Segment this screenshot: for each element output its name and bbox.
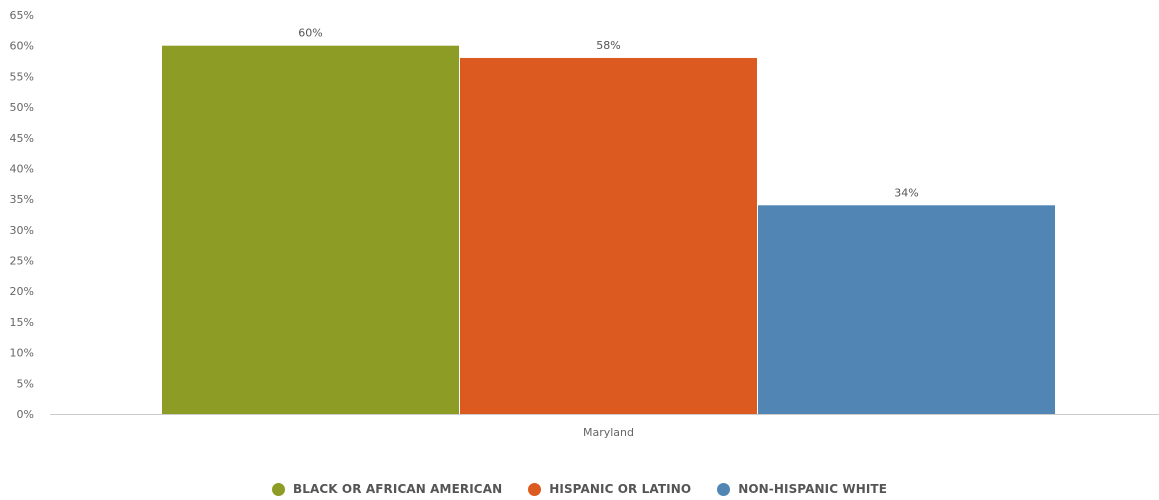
legend: BLACK OR AFRICAN AMERICAN HISPANIC OR LA… bbox=[0, 478, 1159, 500]
legend-marker-icon bbox=[271, 482, 285, 496]
legend-label: NON-HISPANIC WHITE bbox=[738, 482, 888, 496]
bar-value-label: 60% bbox=[298, 27, 322, 40]
y-tick-label: 15% bbox=[10, 316, 34, 329]
legend-item-hispanic-or-latino[interactable]: HISPANIC OR LATINO bbox=[528, 482, 691, 496]
bar-value-label: 34% bbox=[894, 186, 918, 199]
bar bbox=[460, 57, 757, 414]
y-tick-label: 0% bbox=[17, 408, 34, 421]
legend-item-black-or-african-american[interactable]: BLACK OR AFRICAN AMERICAN bbox=[271, 482, 503, 496]
legend-item-non-hispanic-white[interactable]: NON-HISPANIC WHITE bbox=[717, 482, 887, 496]
y-tick-label: 35% bbox=[10, 193, 34, 206]
y-tick-label: 10% bbox=[10, 347, 34, 360]
legend-label: HISPANIC OR LATINO bbox=[549, 482, 692, 496]
y-tick-label: 65% bbox=[10, 9, 34, 22]
y-tick-label: 60% bbox=[10, 40, 34, 53]
legend-marker-icon bbox=[528, 482, 542, 496]
y-tick-label: 45% bbox=[10, 132, 34, 145]
legend-label: BLACK OR AFRICAN AMERICAN bbox=[292, 482, 503, 496]
x-tick-label: Maryland bbox=[583, 426, 634, 439]
y-tick-label: 50% bbox=[10, 101, 34, 114]
chart-area: 0% 5% 10% 15% 20% 25% 30% 35% 40% 45% 50% 55% 60% 65%… bbox=[10, 9, 1159, 439]
y-tick-label: 5% bbox=[17, 377, 34, 390]
y-tick-label: 20% bbox=[10, 285, 34, 298]
bar bbox=[758, 205, 1055, 414]
bar-chart: 0% 5% 10% 15% 20% 25% 30% 35% 40% 45% 50% 55% 60% 65%… bbox=[10, 9, 1159, 439]
bar bbox=[162, 45, 459, 414]
y-tick-label: 30% bbox=[10, 224, 34, 237]
y-tick-label: 55% bbox=[10, 70, 34, 83]
y-tick-label: 40% bbox=[10, 162, 34, 175]
legend-marker-icon bbox=[717, 482, 731, 496]
y-tick-label: 25% bbox=[10, 255, 34, 268]
bar-value-label: 58% bbox=[596, 39, 620, 52]
